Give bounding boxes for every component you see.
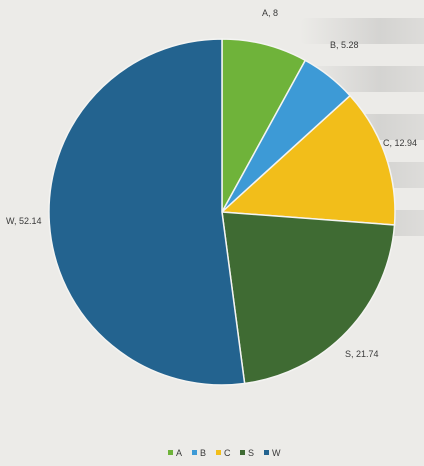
legend-swatch-s xyxy=(240,450,245,455)
legend-swatch-b xyxy=(192,450,197,455)
slice-label-b: B, 5.28 xyxy=(330,40,359,50)
slice-label-a: A, 8 xyxy=(262,8,278,18)
pie-slice-s xyxy=(221,211,396,385)
background-text-line xyxy=(300,18,424,44)
legend-label-s: S xyxy=(248,448,254,458)
legend-label-w: W xyxy=(272,448,281,458)
legend-label-b: B xyxy=(200,448,206,458)
legend-label-c: C xyxy=(224,448,231,458)
legend-swatch-w xyxy=(264,450,269,455)
legend-swatch-a xyxy=(168,450,173,455)
legend-label-a: A xyxy=(176,448,182,458)
slice-label-c: C, 12.94 xyxy=(383,138,417,148)
pie-slices xyxy=(48,38,396,386)
pie-slice-w xyxy=(48,38,246,386)
slice-labels: A, 8 B, 5.28 C, 12.94 S, 21.74 W, 52.14 xyxy=(6,8,417,359)
slice-label-s: S, 21.74 xyxy=(345,349,379,359)
slice-label-w: W, 52.14 xyxy=(6,216,42,226)
legend-swatch-c xyxy=(216,450,221,455)
pie-slice-c xyxy=(220,94,396,226)
